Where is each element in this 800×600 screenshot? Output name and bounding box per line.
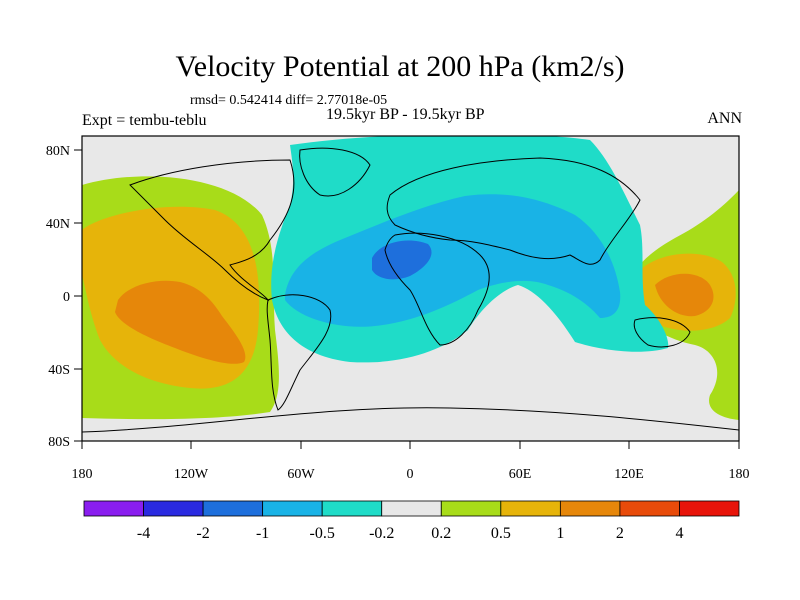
colorbar: -4 -2 -1 -0.5 -0.2 0.2 0.5 1 2 4 — [83, 500, 740, 542]
colorbar-swatch — [202, 500, 264, 517]
colorbar-swatch — [500, 500, 561, 517]
lat-label-40n: 40N — [46, 217, 70, 232]
colorbar-swatch — [440, 500, 502, 517]
colorbar-label: 1 — [556, 525, 564, 542]
lon-label-60w: 60W — [287, 467, 315, 482]
eurasia-coast — [386, 157, 641, 265]
colorbar-label: -2 — [196, 525, 209, 542]
colorbar-label: -1 — [256, 525, 269, 542]
lat-label-80n: 80N — [46, 144, 70, 159]
africa-contour-0.5 — [285, 194, 621, 327]
south-america-coast — [266, 294, 332, 411]
colorbar-label: -4 — [137, 525, 150, 542]
australia-coast — [633, 317, 691, 348]
lon-label-180e: 180 — [729, 467, 750, 482]
period-label: 19.5kyr BP - 19.5kyr BP — [326, 106, 485, 123]
lon-label-180w: 180 — [72, 467, 93, 482]
season-label: ANN — [707, 110, 742, 127]
colorbar-label: -0.5 — [310, 525, 335, 542]
colorbar-swatch — [321, 500, 383, 517]
lon-label-120e: 120E — [614, 467, 644, 482]
experiment-label: Expt = tembu-teblu — [82, 112, 207, 129]
colorbar-swatch — [381, 500, 442, 517]
africa-coast — [384, 232, 490, 346]
lat-label-40s: 40S — [48, 363, 70, 378]
lon-label-0: 0 — [407, 467, 414, 482]
figure-title: Velocity Potential at 200 hPa (km2/s) — [175, 50, 625, 83]
lat-label-0: 0 — [63, 290, 70, 305]
colorbar-label: 0.5 — [491, 525, 511, 542]
coastlines — [82, 147, 739, 433]
greenland-coast — [299, 147, 371, 197]
colorbar-swatch — [559, 500, 621, 517]
colorbar-swatch — [143, 500, 204, 517]
lat-label-80s: 80S — [48, 435, 70, 450]
antarctica-coast — [82, 407, 739, 433]
colorbar-swatch — [619, 500, 680, 517]
colorbar-swatch — [262, 500, 323, 517]
lat-ticks — [74, 149, 82, 442]
colorbar-label: 2 — [616, 525, 624, 542]
colorbar-label: 4 — [675, 525, 683, 542]
lon-label-60e: 60E — [509, 467, 532, 482]
pacific-east-contour-1 — [655, 273, 714, 317]
colorbar-swatch — [679, 500, 740, 517]
colorbar-swatch — [83, 500, 144, 517]
pacific-west-contour-1 — [115, 280, 246, 364]
africa-contour-1 — [372, 240, 432, 280]
lon-label-120w: 120W — [174, 467, 209, 482]
contour-fields — [82, 136, 739, 420]
colorbar-label: 0.2 — [431, 525, 451, 542]
stats-line: rmsd= 0.542414 diff= 2.77018e-05 — [190, 93, 388, 108]
lon-ticks — [81, 441, 740, 449]
colorbar-label: -0.2 — [369, 525, 394, 542]
north-america-coast — [129, 159, 295, 302]
